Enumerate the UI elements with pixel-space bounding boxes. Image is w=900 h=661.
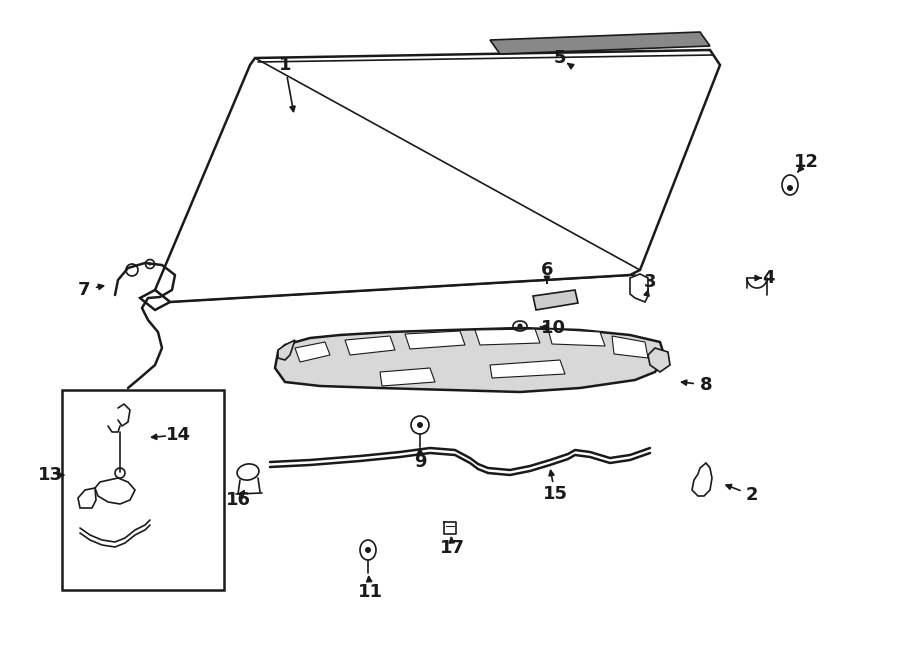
Bar [62, 390, 224, 590]
Text: 8: 8 [699, 376, 712, 394]
Ellipse shape [237, 464, 259, 480]
Text: 1: 1 [279, 56, 292, 74]
Polygon shape [278, 340, 295, 360]
Polygon shape [295, 342, 330, 362]
Text: 9: 9 [414, 453, 427, 471]
Text: 15: 15 [543, 485, 568, 503]
Polygon shape [380, 368, 435, 386]
Polygon shape [648, 348, 670, 372]
Circle shape [148, 262, 151, 266]
Polygon shape [490, 32, 710, 54]
Circle shape [417, 422, 423, 428]
Polygon shape [475, 329, 540, 345]
Text: 17: 17 [439, 539, 464, 557]
Circle shape [518, 323, 523, 329]
Text: 2: 2 [746, 486, 758, 504]
Text: 12: 12 [794, 153, 818, 171]
Polygon shape [405, 331, 465, 349]
Polygon shape [140, 290, 170, 310]
Polygon shape [630, 274, 648, 302]
Polygon shape [548, 329, 605, 346]
Text: 14: 14 [166, 426, 191, 444]
Text: 4: 4 [761, 269, 774, 287]
Polygon shape [490, 360, 565, 378]
Polygon shape [533, 290, 578, 310]
Text: 13: 13 [38, 466, 62, 484]
Polygon shape [95, 478, 135, 504]
Text: 16: 16 [226, 491, 250, 509]
Text: 3: 3 [644, 273, 656, 291]
Polygon shape [612, 336, 648, 358]
Text: 11: 11 [357, 583, 382, 601]
Polygon shape [78, 488, 96, 508]
Circle shape [365, 547, 371, 553]
Text: 5: 5 [554, 49, 566, 67]
Polygon shape [345, 336, 395, 355]
Text: 10: 10 [541, 319, 565, 337]
Polygon shape [692, 463, 712, 496]
Polygon shape [275, 328, 665, 392]
Text: 6: 6 [541, 261, 554, 279]
Polygon shape [155, 50, 720, 302]
Text: 7: 7 [77, 281, 90, 299]
Circle shape [787, 185, 793, 191]
